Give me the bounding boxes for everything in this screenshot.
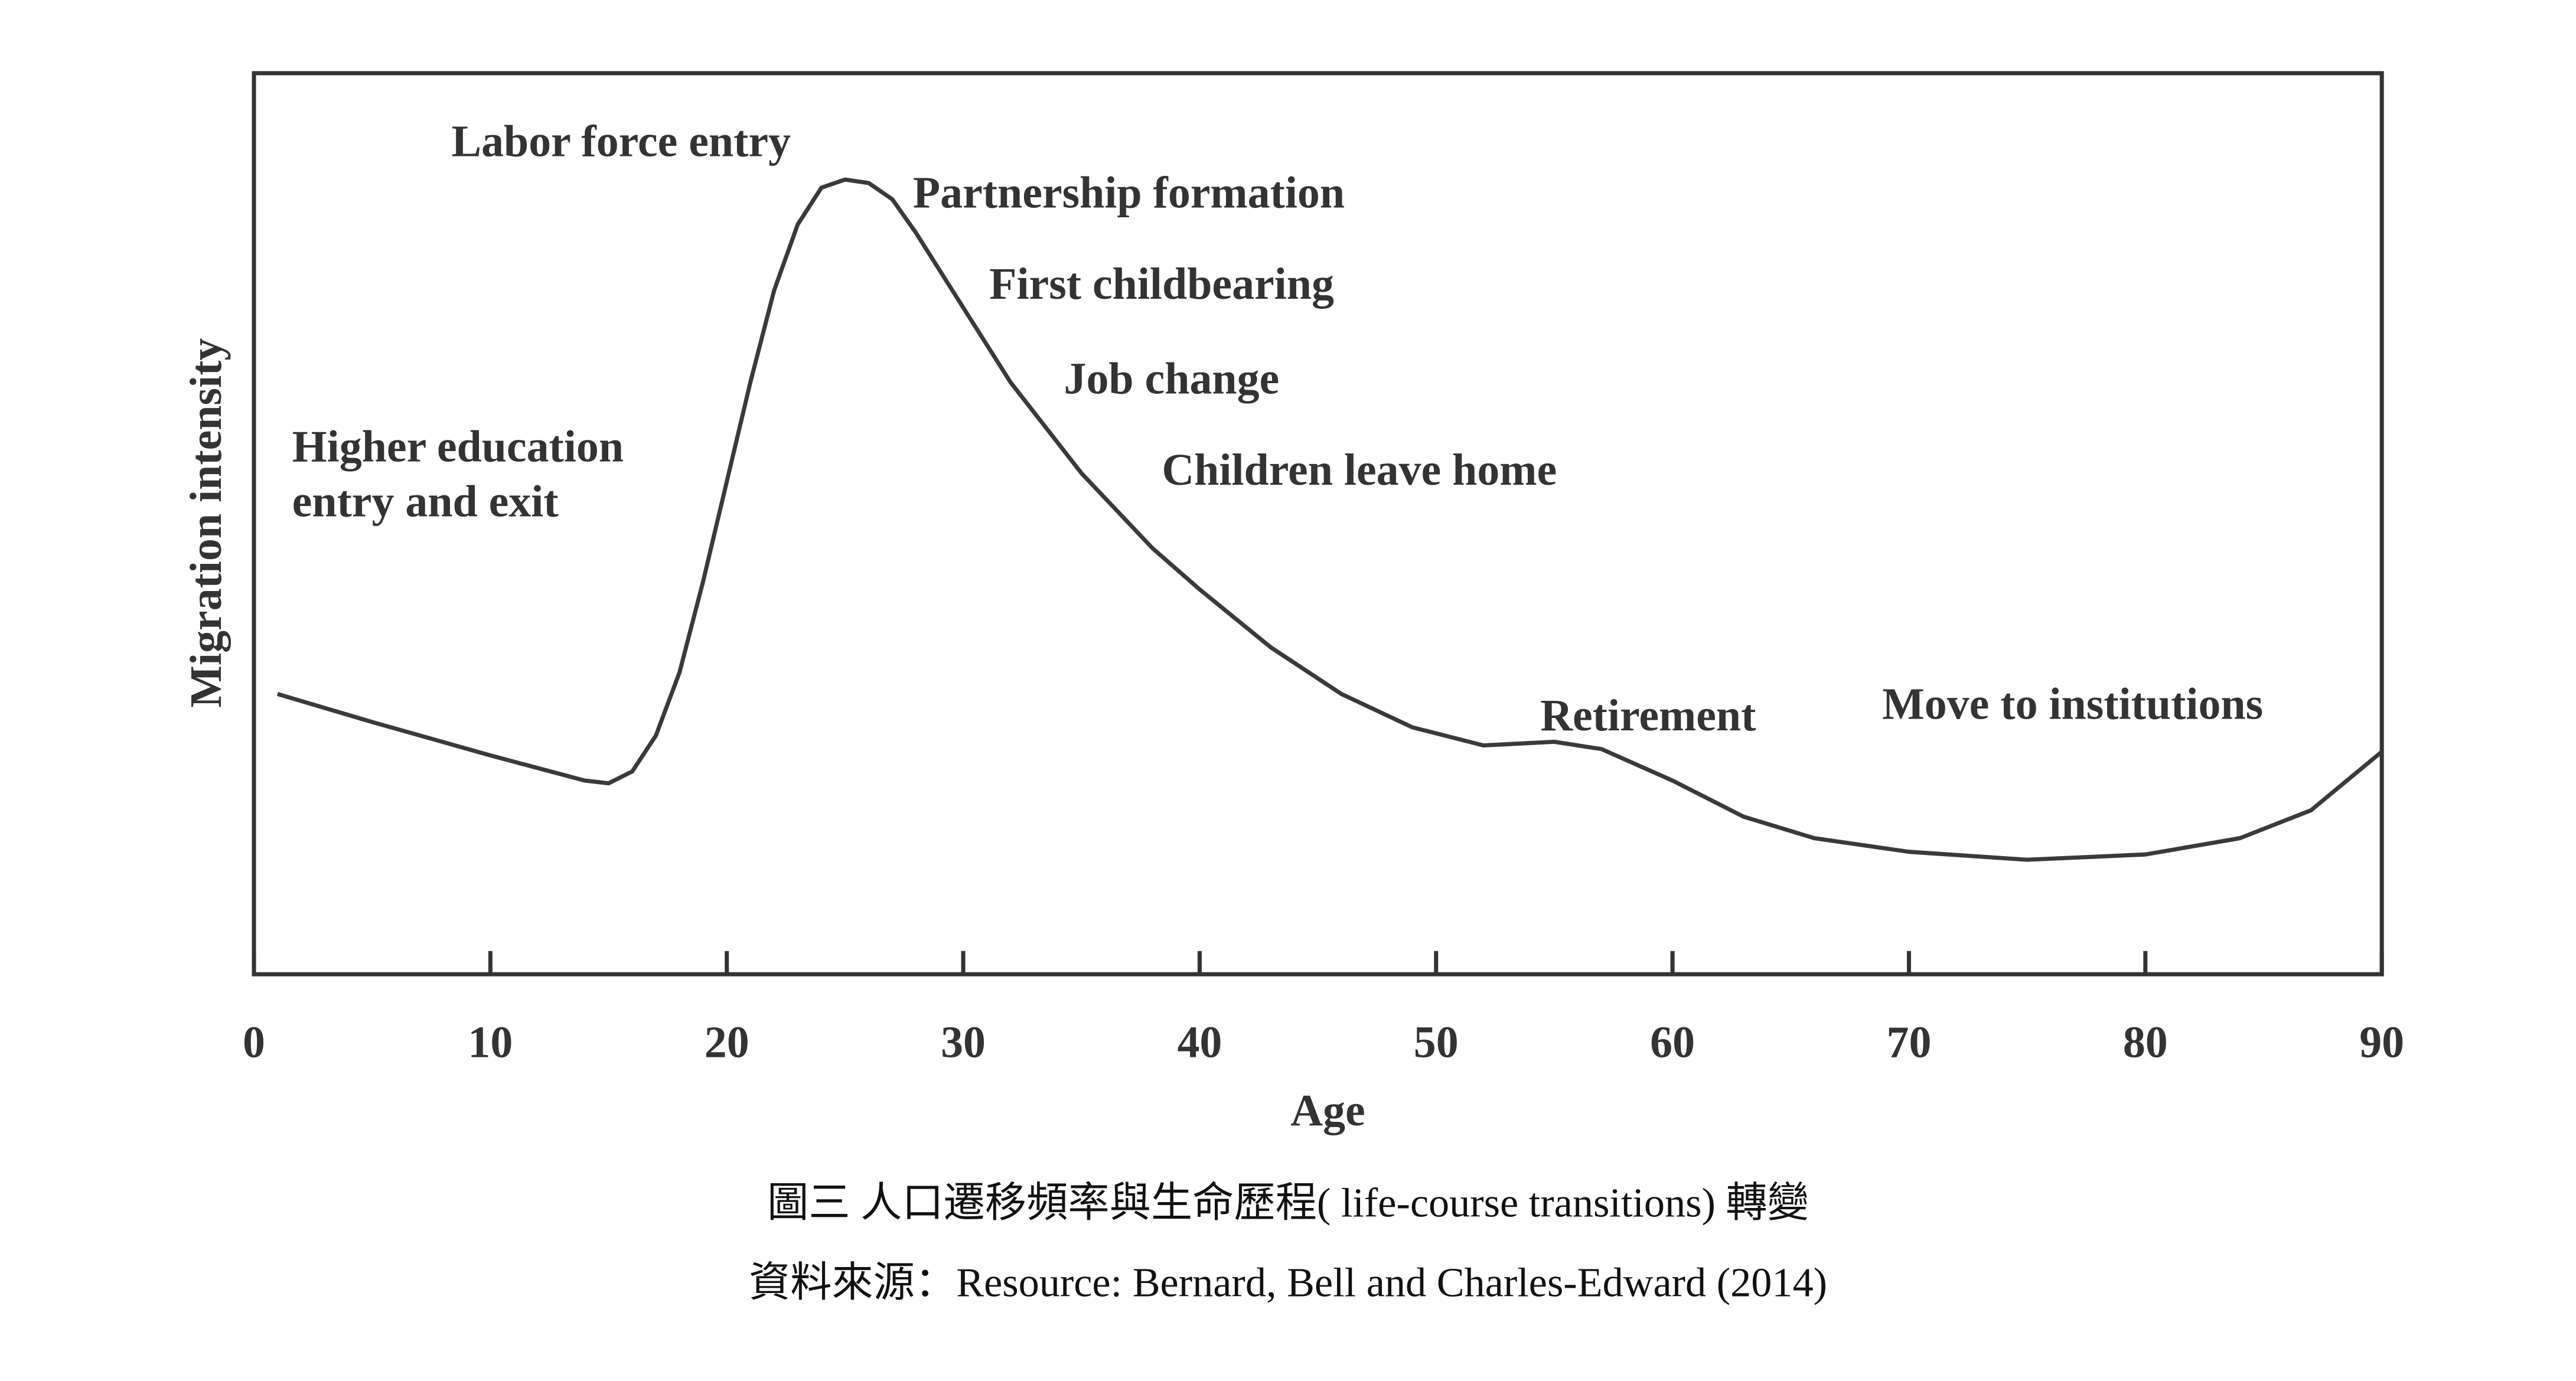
annotation: Labor force entry: [451, 116, 791, 166]
annotation: First childbearing: [989, 259, 1334, 309]
caption-source: 資料來源：Resource: Bernard, Bell and Charles…: [749, 1259, 1827, 1305]
plot-frame: [252, 71, 2384, 977]
y-axis-label: Migration intensity: [181, 338, 231, 708]
x-tick-label: 80: [2123, 1018, 2168, 1067]
x-tick-label: 10: [468, 1018, 513, 1067]
x-tick-label: 0: [243, 1018, 265, 1067]
x-axis-label: Age: [1290, 1086, 1365, 1135]
annotation: Move to institutions: [1882, 679, 2263, 729]
x-tick-label: 50: [1414, 1018, 1459, 1067]
annotation: Partnership formation: [913, 168, 1345, 218]
x-tick-label: 70: [1887, 1018, 1932, 1067]
x-tick-label: 90: [2359, 1018, 2404, 1067]
annotation: entry and exit: [292, 476, 559, 526]
data-line: [276, 177, 2383, 862]
x-tick-label: 60: [1650, 1018, 1695, 1067]
x-tick-label: 30: [941, 1018, 986, 1067]
annotation: Higher education: [292, 422, 624, 472]
annotation: Job change: [1064, 354, 1280, 403]
annotation: Children leave home: [1162, 445, 1557, 495]
x-tick-label: 40: [1177, 1018, 1222, 1067]
annotation: Retirement: [1540, 691, 1756, 740]
caption-title: 圖三 人口遷移頻率與生命歷程( life-course transitions)…: [767, 1180, 1809, 1226]
x-tick-label: 20: [705, 1018, 749, 1067]
